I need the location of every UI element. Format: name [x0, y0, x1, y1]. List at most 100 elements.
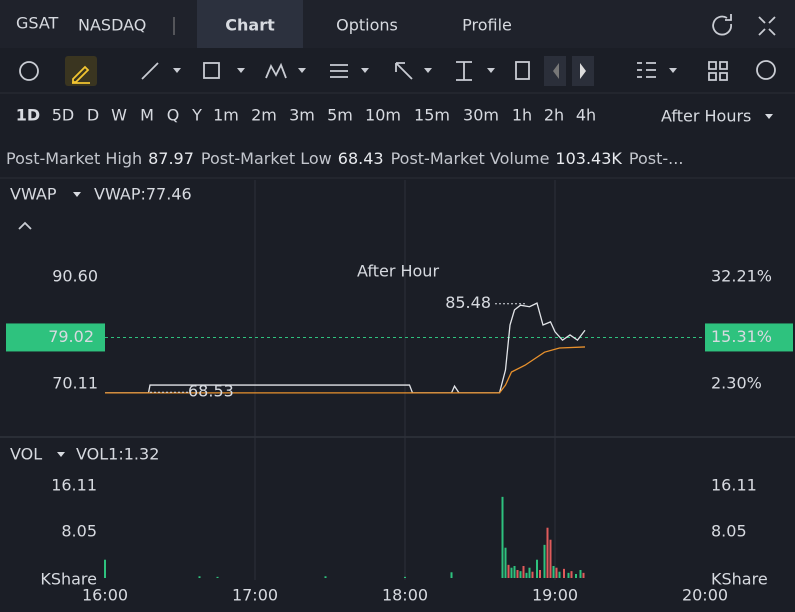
volume-bar: [528, 567, 531, 578]
pen-icon[interactable]: [72, 65, 90, 84]
indicator-name[interactable]: VOL: [10, 445, 42, 464]
timeframe[interactable]: 2h: [544, 106, 564, 125]
stat-value: 68.43: [338, 149, 384, 168]
volume-bar: [555, 567, 558, 578]
next-arrow: [580, 63, 586, 79]
current-pct-box: [705, 323, 793, 352]
tab[interactable]: Profile: [462, 16, 512, 35]
volume-bar: [531, 571, 534, 578]
y-tick-label-right: KShare: [711, 570, 768, 589]
indicator-label: VOL1:1.32: [76, 445, 159, 464]
ticker: GSAT: [16, 14, 59, 33]
volume-bar: [570, 571, 573, 578]
volume-bar: [579, 570, 582, 578]
timeframe[interactable]: 1h: [512, 106, 532, 125]
volume-bar: [504, 547, 507, 578]
y-tick-label: 8.05: [61, 522, 97, 541]
volume-bar: [558, 571, 561, 578]
timeframe[interactable]: 15m: [414, 106, 450, 125]
text-tool[interactable]: [515, 61, 530, 80]
measure-tool[interactable]: [456, 61, 472, 81]
current-pct: 15.31%: [711, 327, 772, 346]
volume-bar: [539, 570, 541, 578]
y2-tick-label: 32.21%: [711, 266, 772, 285]
y-tick-label: 16.11: [51, 475, 97, 494]
list-icon[interactable]: [637, 62, 656, 78]
x-tick-label: 18:00: [382, 586, 428, 605]
volume-bar: [104, 559, 106, 578]
rect-tool[interactable]: [203, 62, 220, 79]
collapse-icon[interactable]: [18, 221, 32, 230]
indicator-caret: [57, 452, 65, 457]
annotation-label: 85.48: [445, 293, 491, 312]
tool-icon[interactable]: [19, 61, 39, 81]
indicator-caret: [73, 192, 81, 197]
y-tick-label-right: 16.11: [711, 475, 757, 494]
volume-bar: [404, 576, 406, 578]
timeframe[interactable]: 4h: [576, 106, 596, 125]
timeframe[interactable]: 1D: [16, 106, 40, 125]
stat-label: Post-Market Low: [201, 149, 332, 168]
volume-bar: [513, 566, 516, 578]
indicator-label: VWAP:77.46: [94, 185, 192, 204]
volume-bar: [507, 564, 510, 578]
volume-bar: [543, 544, 546, 578]
indicator-name[interactable]: VWAP: [10, 185, 57, 204]
y-tick-label: 90.60: [52, 267, 98, 286]
tab[interactable]: Options: [336, 16, 398, 35]
grid-icon[interactable]: [708, 61, 728, 81]
timeframe[interactable]: Q: [167, 106, 180, 125]
current-price: 79.02: [48, 327, 94, 346]
volume-bar: [216, 576, 219, 578]
timeframe[interactable]: 5m: [327, 106, 353, 125]
current-price-box: [6, 323, 105, 352]
settings-icon[interactable]: [756, 60, 776, 80]
line-tool[interactable]: [141, 62, 159, 80]
timeframe[interactable]: 30m: [463, 106, 499, 125]
exchange: NASDAQ: [78, 16, 146, 35]
volume-bar: [324, 576, 327, 578]
timeframe[interactable]: 3m: [289, 106, 315, 125]
timeframe[interactable]: D: [87, 106, 99, 125]
volume-bar: [519, 571, 522, 578]
volume-bar: [567, 572, 570, 578]
stat-value: 87.97: [148, 149, 194, 168]
volume-bar: [546, 527, 549, 578]
refresh-icon[interactable]: [712, 14, 732, 36]
volume-bar: [522, 566, 525, 578]
timeframe[interactable]: 10m: [365, 106, 401, 125]
volume-bar: [552, 566, 555, 578]
timeframe[interactable]: Y: [191, 106, 202, 125]
x-tick-label: 17:00: [232, 586, 278, 605]
timeframe[interactable]: 1m: [213, 106, 239, 125]
volume-bar: [525, 572, 528, 578]
volume-bar: [450, 572, 453, 578]
session-select[interactable]: After Hours: [661, 107, 751, 126]
timeframe[interactable]: 2m: [251, 106, 277, 125]
arrow-tool[interactable]: [395, 62, 413, 80]
timeframe[interactable]: W: [111, 106, 127, 125]
prev-arrow: [553, 63, 559, 79]
volume-bar: [510, 567, 513, 578]
volume-bar: [501, 496, 504, 578]
volume-bar: [575, 574, 577, 578]
x-tick-label: 19:00: [532, 586, 578, 605]
y-tick-label: 70.11: [52, 373, 98, 392]
wave-tool[interactable]: [265, 62, 287, 79]
timeframe[interactable]: M: [140, 106, 154, 125]
header-icons[interactable]: [712, 14, 776, 36]
stat-label: Post-Market High: [6, 149, 142, 168]
fib-tool[interactable]: [330, 64, 348, 78]
stat-value: 103.43K: [555, 149, 622, 168]
timeframe[interactable]: 5D: [52, 106, 75, 125]
dropdown-carets: [173, 68, 677, 73]
tab-active-bg: [197, 0, 303, 48]
session-caret: [765, 114, 773, 119]
expand-icon[interactable]: [758, 16, 776, 36]
tab[interactable]: Chart: [225, 16, 275, 35]
watermark: After Hour: [357, 262, 439, 281]
top-bar: [0, 0, 795, 48]
volume-bar: [582, 572, 585, 578]
